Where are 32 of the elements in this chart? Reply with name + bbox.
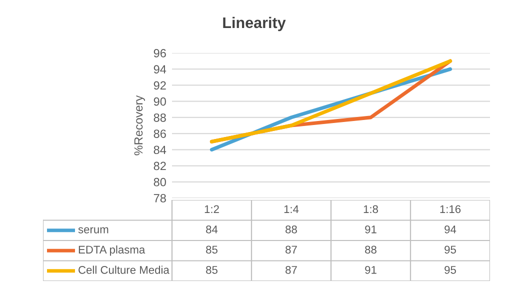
y-tick-label: 86: [154, 130, 166, 138]
data-label: 87: [286, 246, 297, 254]
data-label: 95: [444, 266, 456, 274]
data-label: 85: [206, 266, 218, 274]
y-tick-label: 90: [154, 97, 166, 106]
y-axis-title: %Recovery: [134, 95, 145, 156]
x-tick-label: 1:4: [284, 205, 299, 213]
data-label: 84: [206, 225, 218, 234]
y-tick-label: 82: [154, 162, 166, 170]
y-tick-label: 80: [154, 178, 166, 186]
x-tick-label: 1:8: [364, 205, 378, 214]
data-label: 85: [206, 246, 218, 254]
data-label: 95: [444, 246, 456, 254]
data-label: 91: [365, 225, 376, 234]
x-tick-label: 1:16: [440, 205, 461, 214]
line-series: [210, 59, 452, 144]
chart-title: Linearity: [223, 16, 286, 32]
y-tick-label: 96: [154, 49, 166, 58]
y-tick-label: 88: [154, 113, 166, 122]
legend-label: EDTA plasma: [78, 245, 146, 256]
y-tick-label: 84: [154, 146, 166, 154]
data-label: 87: [286, 266, 297, 274]
data-label: 88: [365, 246, 376, 254]
legend-label: Cell Culture Media: [78, 266, 170, 274]
data-label: 94: [444, 225, 456, 234]
data-label: 91: [365, 266, 376, 274]
legend-label: serum: [78, 227, 108, 234]
x-tick-label: 1:2: [204, 205, 219, 213]
data-label: 88: [286, 225, 297, 234]
y-tick-label: 94: [154, 65, 166, 74]
y-tick-label: 78: [154, 194, 166, 202]
y-tick-label: 92: [154, 81, 166, 90]
